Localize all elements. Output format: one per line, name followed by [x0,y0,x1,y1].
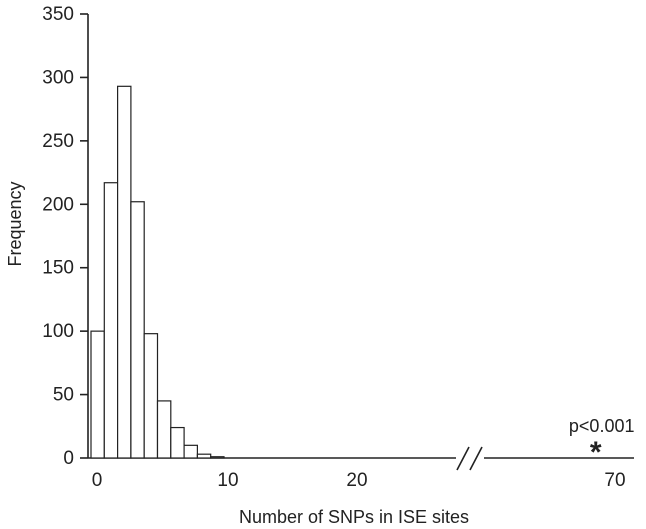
x-tick-label: 70 [604,470,625,491]
x-tick-label: 10 [217,470,238,491]
y-tick-label: 250 [42,131,74,152]
histogram-bar [130,201,145,459]
histogram-bar [183,444,199,459]
histogram-bar [116,85,132,459]
y-tick-label: 300 [42,67,74,88]
y-axis-title: Frequency [5,181,25,266]
x-tick-label: 20 [346,470,367,491]
axis-break-mark-1 [456,446,470,471]
histogram-bar [103,182,119,459]
y-tick-label: 200 [42,194,74,215]
histogram-bar [90,330,105,459]
histogram-bar [170,426,185,459]
y-tick-label: 100 [42,321,74,342]
histogram-bar [210,456,225,459]
histogram-bar [156,400,172,459]
significance-annotation: p<0.001 * [569,416,635,469]
y-tick-label: 50 [53,385,74,406]
y-tick-label: 0 [63,448,74,469]
histogram-bar [143,333,159,459]
bars [90,85,225,459]
histogram-bar [196,453,212,459]
y-tick-label: 350 [42,4,74,25]
x-axis: 0 10 20 70 [88,446,634,491]
asterisk-marker: * [590,436,602,469]
p-value-label: p<0.001 [569,416,635,436]
x-axis-title: Number of SNPs in ISE sites [239,507,469,527]
axis-break-mark-2 [469,446,483,471]
y-axis: 0 50 100 150 200 250 300 350 [42,4,89,469]
y-tick-label: 150 [42,258,74,279]
x-tick-label: 0 [92,470,103,491]
